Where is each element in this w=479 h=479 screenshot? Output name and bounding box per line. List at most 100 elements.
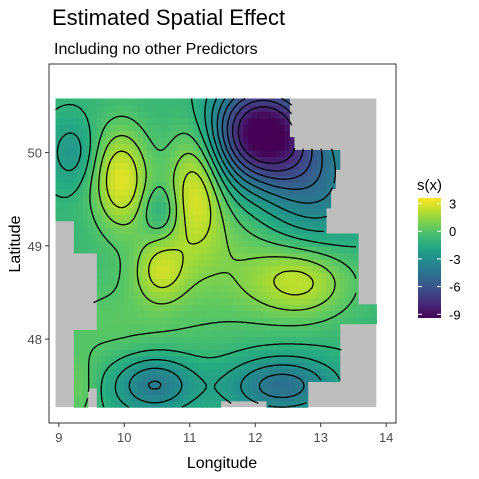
heatmap-cell — [115, 310, 121, 318]
heatmap-cell — [115, 323, 121, 331]
heatmap-cell — [147, 214, 153, 222]
heatmap-cell — [101, 175, 107, 183]
heatmap-cell — [55, 137, 61, 145]
heatmap-cell — [335, 362, 341, 370]
heatmap-cell — [188, 104, 194, 112]
heatmap-cell — [119, 162, 125, 170]
heatmap-cell — [316, 169, 322, 177]
heatmap-cell — [220, 284, 226, 293]
heatmap-cell — [197, 98, 203, 106]
heatmap-cell — [348, 278, 355, 286]
heatmap-cell — [220, 259, 226, 267]
heatmap-cell — [119, 342, 125, 350]
heatmap-cell — [325, 310, 332, 318]
heatmap-cell — [371, 310, 377, 318]
heatmap-cell — [78, 182, 84, 190]
heatmap-cell — [206, 304, 212, 312]
heatmap-cell — [105, 201, 112, 209]
heatmap-cell — [298, 259, 304, 267]
heatmap-cell — [298, 156, 304, 164]
heatmap-cell — [119, 310, 125, 318]
heatmap-cell — [248, 124, 254, 132]
heatmap-cell — [215, 342, 222, 350]
heatmap-cell — [183, 143, 190, 151]
heatmap-cell — [142, 175, 148, 183]
heatmap-cell — [188, 111, 194, 119]
heatmap-cell — [160, 104, 167, 112]
heatmap-cell — [55, 130, 61, 138]
heatmap-cell — [160, 188, 167, 196]
heatmap-cell — [234, 265, 240, 273]
heatmap-cell — [234, 137, 240, 145]
heatmap-cell — [151, 278, 157, 286]
heatmap-cell — [83, 329, 89, 338]
heatmap-cell — [284, 278, 290, 286]
heatmap-cell — [96, 291, 102, 299]
heatmap-cell — [243, 355, 249, 363]
heatmap-cell — [229, 246, 235, 254]
heatmap-cell — [270, 284, 277, 293]
heatmap-cell — [156, 362, 162, 370]
heatmap-cell — [275, 239, 281, 247]
heatmap-cell — [170, 362, 176, 370]
heatmap-cell — [165, 143, 171, 151]
heatmap-cell — [238, 117, 245, 125]
heatmap-cell — [252, 336, 258, 344]
heatmap-cell — [124, 162, 130, 170]
heatmap-cell — [261, 124, 267, 132]
heatmap-cell — [293, 375, 300, 383]
heatmap-cell — [312, 149, 318, 157]
heatmap-cell — [96, 252, 102, 260]
heatmap-cell — [243, 310, 249, 318]
heatmap-cell — [110, 278, 116, 286]
heatmap-cell — [105, 169, 112, 177]
heatmap-cell — [124, 214, 130, 222]
heatmap-cell — [128, 252, 135, 260]
heatmap-cell — [220, 297, 226, 305]
heatmap-cell — [206, 323, 212, 331]
heatmap-cell — [60, 111, 66, 119]
heatmap-cell — [138, 207, 144, 215]
heatmap-cell — [206, 124, 212, 132]
heatmap-cell — [179, 130, 185, 138]
heatmap-cell — [257, 117, 263, 125]
heatmap-cell — [115, 227, 121, 235]
heatmap-cell — [156, 188, 162, 196]
heatmap-cell — [133, 259, 139, 267]
heatmap-cell — [312, 375, 318, 383]
heatmap-cell — [261, 156, 267, 164]
heatmap-cell — [353, 265, 359, 273]
heatmap-cell — [270, 400, 277, 408]
heatmap-cell — [133, 375, 139, 383]
heatmap-cell — [298, 175, 304, 183]
heatmap-cell — [60, 130, 66, 138]
heatmap-cell — [101, 368, 107, 376]
heatmap-cell — [298, 336, 304, 344]
heatmap-cell — [101, 259, 107, 267]
heatmap-cell — [321, 182, 327, 190]
heatmap-cell — [105, 265, 112, 273]
heatmap-cell — [321, 227, 327, 235]
heatmap-cell — [197, 381, 203, 389]
heatmap-cell — [229, 355, 235, 363]
heatmap-cell — [147, 284, 153, 293]
heatmap-cell — [73, 233, 80, 241]
heatmap-cell — [110, 400, 116, 408]
heatmap-cell — [321, 201, 327, 209]
heatmap-cell — [211, 336, 217, 344]
heatmap-cell — [307, 162, 313, 170]
heatmap-cell — [188, 143, 194, 151]
y-tick-label: 48 — [28, 332, 42, 347]
heatmap-cell — [275, 169, 281, 177]
heatmap-cell — [133, 104, 139, 112]
heatmap-cell — [124, 297, 130, 305]
heatmap-cell — [298, 252, 304, 260]
heatmap-cell — [119, 124, 125, 132]
heatmap-cell — [321, 336, 327, 344]
heatmap-cell — [138, 349, 144, 357]
heatmap-cell — [225, 259, 231, 267]
heatmap-cell — [252, 375, 258, 383]
heatmap-cell — [156, 124, 162, 132]
heatmap-cell — [174, 362, 180, 370]
heatmap-cell — [197, 259, 203, 267]
